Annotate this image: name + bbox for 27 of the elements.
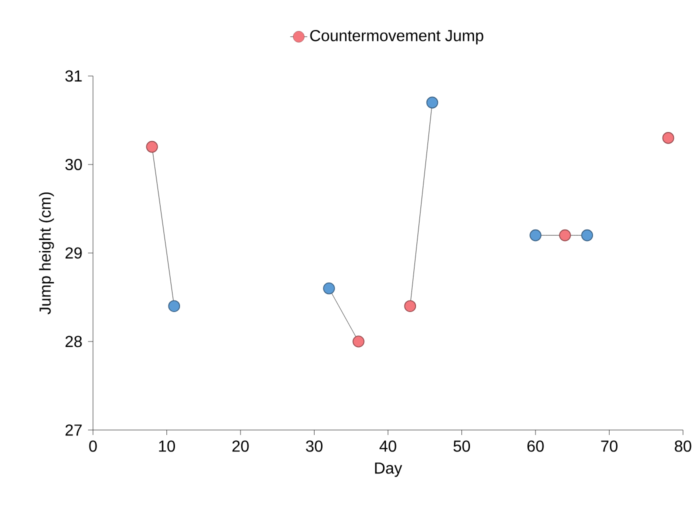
x-tick-label: 50 [454,440,470,452]
y-tick-label: 29 [66,247,82,259]
point [581,229,594,242]
point [168,300,180,312]
x-tick-label: 10 [159,440,175,452]
point [662,132,674,144]
x-tick-label: 70 [601,440,618,452]
x-tick-label: 40 [380,440,396,452]
x-tick-label: 60 [527,440,544,452]
x-axis-title: Day [375,462,402,477]
point [352,336,364,348]
x-tick-label: 30 [306,440,322,452]
y-tick-label: 28 [66,336,82,348]
point [426,96,438,108]
x-tick-label: 20 [232,440,249,452]
y-tick-label: 30 [65,158,82,170]
y-tick-label: 27 [66,424,82,436]
point [323,282,335,294]
point [559,229,571,242]
point [404,300,416,312]
y-axis-title: Jump height (cm) [39,192,54,314]
legend-label: Countermovement Jump [310,30,484,44]
point [530,229,542,242]
x-tick-label: 80 [674,440,692,452]
y-tick-label: 31 [65,70,82,82]
point [146,140,158,153]
x-tick-label: 0 [89,440,97,452]
